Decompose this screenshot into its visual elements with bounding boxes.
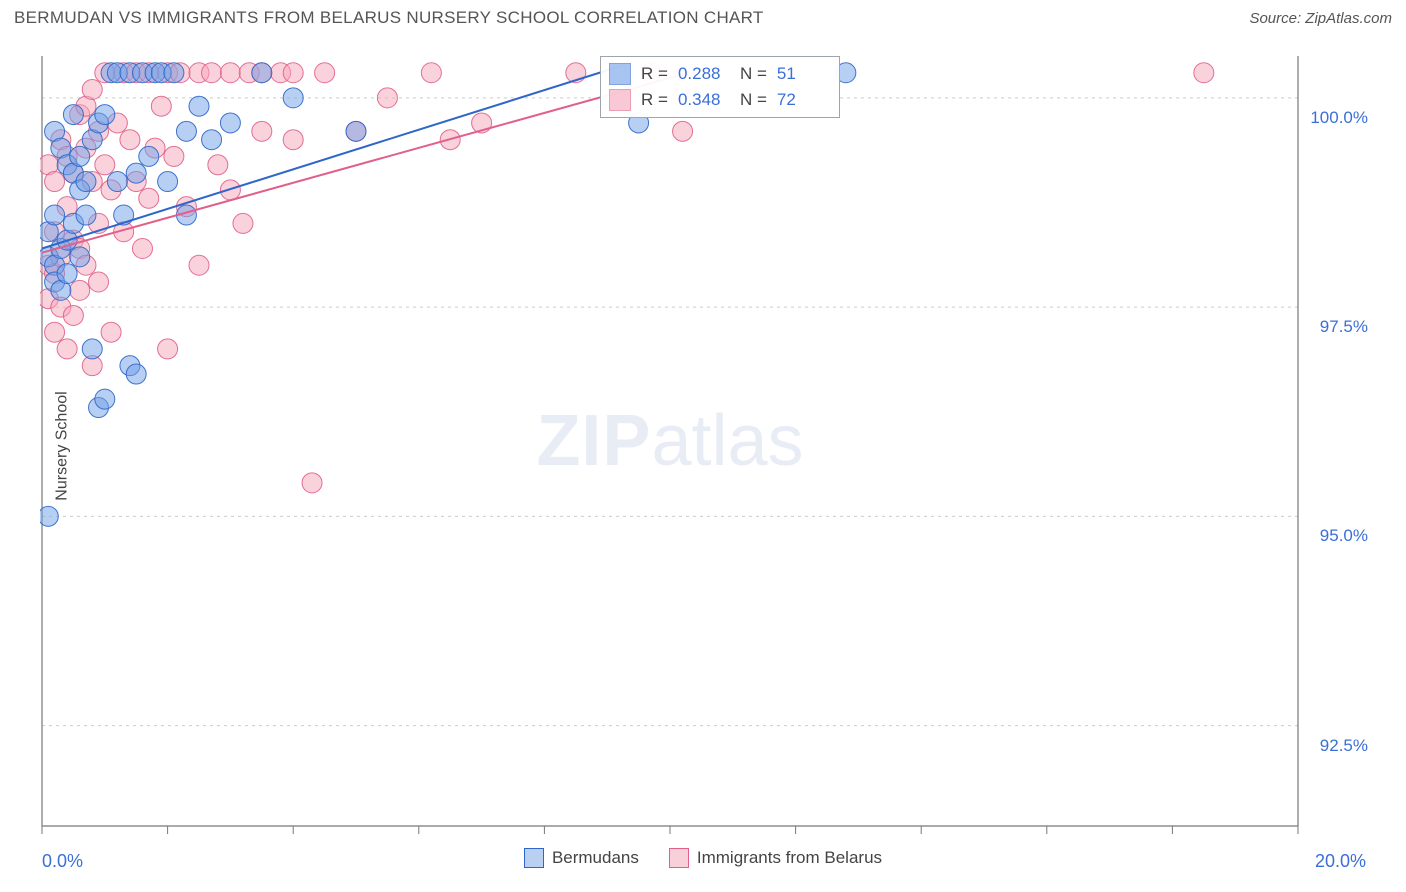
series-legend-label: Immigrants from Belarus [697,848,882,868]
legend-swatch [669,848,689,868]
chart-source: Source: ZipAtlas.com [1249,10,1392,27]
chart-header: BERMUDAN VS IMMIGRANTS FROM BELARUS NURS… [0,0,1406,34]
legend-swatch [524,848,544,868]
legend-n-label: N = [740,90,767,110]
legend-row: R = 0.348 N = 72 [609,87,829,113]
series-legend-item: Bermudans [524,848,639,868]
legend-r-label: R = [641,90,668,110]
legend-n-label: N = [740,64,767,84]
legend-swatch [609,89,631,111]
plot-area: ZIPatlas R = 0.288N = 51R = 0.348N = 72 … [40,46,1300,836]
legend-n-value: 72 [777,90,829,110]
correlation-legend: R = 0.288 N = 51 R = 0.348 N = 72 [600,56,840,118]
chart-title: BERMUDAN VS IMMIGRANTS FROM BELARUS NURS… [14,8,764,28]
legend-row: R = 0.288 N = 51 [609,61,829,87]
legend-swatch [609,63,631,85]
legend-r-value: 0.348 [678,90,730,110]
series-legend: Bermudans Immigrants from Belarus [0,848,1406,868]
series-legend-item: Immigrants from Belarus [669,848,882,868]
scatter-svg [40,46,1300,836]
y-tick-label: 97.5% [1320,317,1368,337]
legend-n-value: 51 [777,64,829,84]
y-tick-label: 95.0% [1320,526,1368,546]
y-tick-label: 100.0% [1310,108,1368,128]
y-tick-label: 92.5% [1320,736,1368,756]
legend-r-label: R = [641,64,668,84]
series-legend-label: Bermudans [552,848,639,868]
legend-r-value: 0.288 [678,64,730,84]
